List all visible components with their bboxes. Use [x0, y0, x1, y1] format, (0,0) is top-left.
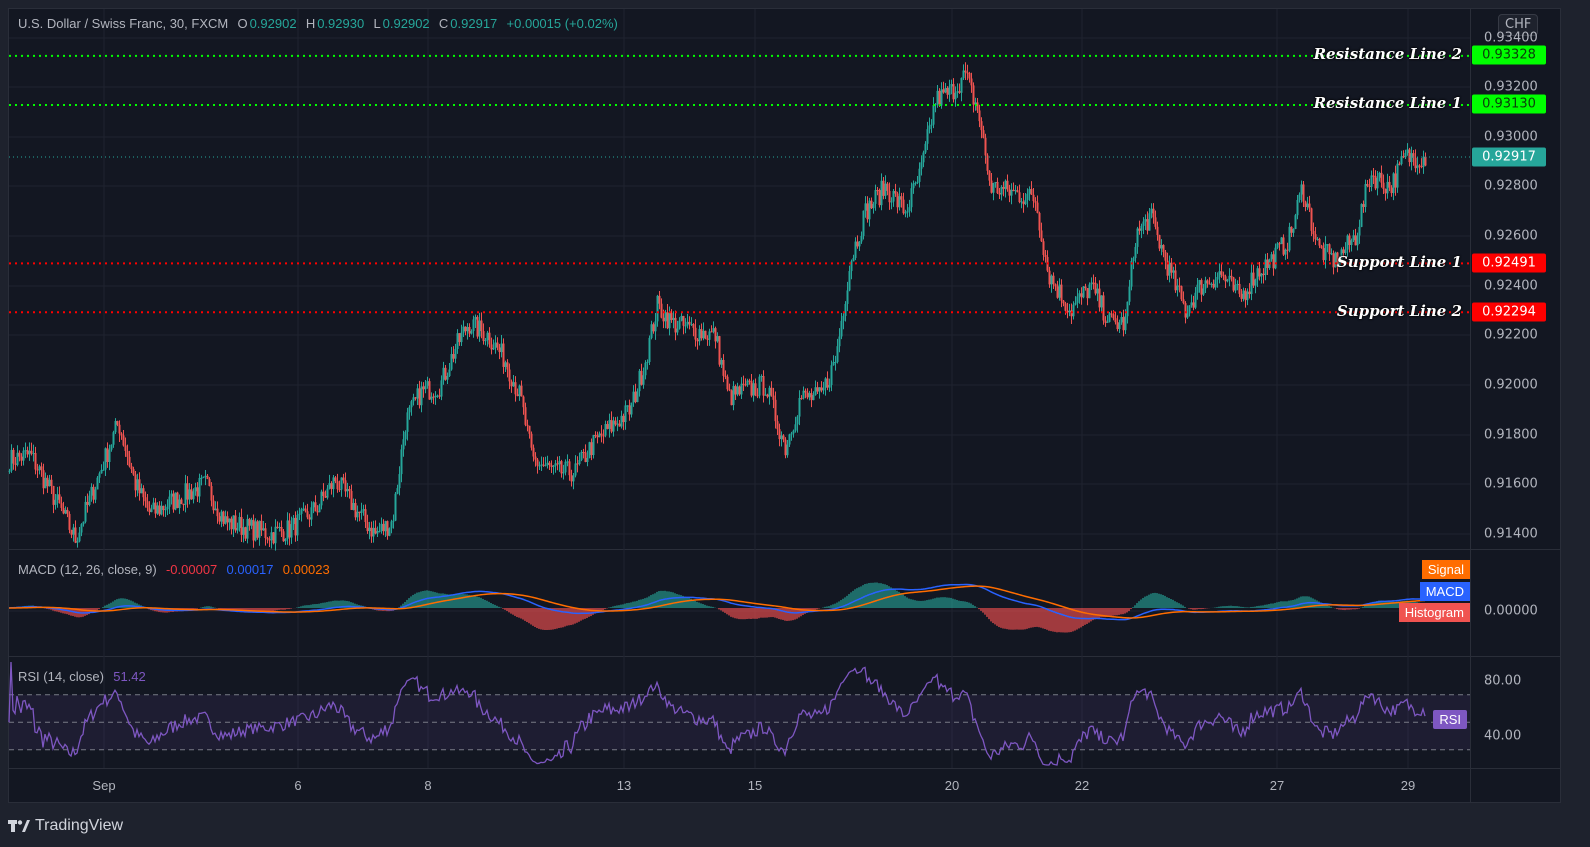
time-tick: 29: [1400, 778, 1416, 793]
time-tick: 6: [294, 778, 302, 793]
price-tick: 0.91800: [1484, 427, 1538, 443]
symbol-legend: U.S. Dollar / Swiss Franc, 30, FXCM O 0.9…: [18, 16, 620, 31]
time-tick: Sep: [92, 778, 116, 793]
low-label: L: [373, 16, 381, 31]
macd-signal-value: 0.00023: [282, 562, 330, 577]
time-tick: 13: [616, 778, 632, 793]
macd-histogram-value: -0.00007: [165, 562, 218, 577]
time-tick: 27: [1269, 778, 1285, 793]
price-tick: 0.93200: [1484, 79, 1538, 95]
change-value: +0.00015 (+0.02%): [506, 16, 618, 31]
open-value: 0.92902: [249, 16, 297, 31]
price-tick: 0.92200: [1484, 327, 1538, 343]
rsi-axis-tick: 80.00: [1484, 673, 1522, 689]
time-tick: 22: [1074, 778, 1090, 793]
close-value: 0.92917: [450, 16, 498, 31]
macd-pane-separator[interactable]: [8, 549, 1561, 550]
price-tick: 0.93000: [1484, 129, 1538, 145]
rsi-axis-tick: 40.00: [1484, 728, 1522, 744]
rsi-pane-separator[interactable]: [8, 656, 1561, 657]
time-tick: 15: [747, 778, 763, 793]
support-line-2-label[interactable]: Support Line 2: [1336, 302, 1462, 320]
high-label: H: [305, 16, 316, 31]
support-line-2-price: 0.92294: [1472, 302, 1546, 322]
resistance-line-2-price: 0.93328: [1472, 45, 1546, 65]
rsi-title: RSI (14, close): [18, 669, 104, 684]
symbol-title[interactable]: U.S. Dollar / Swiss Franc, 30, FXCM: [18, 16, 229, 31]
resistance-line-2-label[interactable]: Resistance Line 2: [1313, 45, 1462, 63]
time-axis-separator: [8, 768, 1561, 769]
support-line-1-label[interactable]: Support Line 1: [1336, 253, 1462, 271]
macd-legend[interactable]: MACD (12, 26, close, 9) -0.00007 0.00017…: [18, 562, 332, 577]
resistance-line-1-price: 0.93130: [1472, 94, 1546, 114]
support-line-1-price: 0.92491: [1472, 253, 1546, 273]
macd-line-value: 0.00017: [226, 562, 274, 577]
rsi-value: 51.42: [113, 669, 146, 684]
price-tick: 0.93400: [1484, 30, 1538, 46]
tradingview-brand: TradingView: [35, 817, 124, 834]
signal-tag: Signal: [1421, 560, 1470, 579]
time-tick: 8: [424, 778, 432, 793]
resistance-line-1-label[interactable]: Resistance Line 1: [1313, 94, 1462, 112]
tradingview-icon: [8, 820, 30, 832]
macd-axis-tick: 0.00000: [1484, 603, 1538, 619]
chart-frame: [8, 8, 1561, 803]
price-tick: 0.92000: [1484, 377, 1538, 393]
high-value: 0.92930: [317, 16, 365, 31]
price-tick: 0.92600: [1484, 228, 1538, 244]
macd-title: MACD (12, 26, close, 9): [18, 562, 157, 577]
price-tick: 0.92400: [1484, 278, 1538, 294]
currency-button[interactable]: CHF: [1498, 14, 1539, 36]
price-tick: 0.91600: [1484, 476, 1538, 492]
current-price-label: 0.92917: [1472, 147, 1546, 167]
price-axis-separator: [1470, 8, 1471, 803]
low-value: 0.92902: [382, 16, 430, 31]
rsi-legend[interactable]: RSI (14, close) 51.42: [18, 669, 148, 684]
macd-tag: MACD: [1419, 582, 1470, 601]
price-tick: 0.91400: [1484, 526, 1538, 542]
tradingview-logo[interactable]: TradingView: [8, 817, 123, 835]
time-tick: 20: [944, 778, 960, 793]
histogram-tag: Histogram: [1398, 603, 1470, 622]
rsi-tag: RSI: [1433, 710, 1467, 729]
price-tick: 0.92800: [1484, 178, 1538, 194]
open-label: O: [237, 16, 248, 31]
close-label: C: [438, 16, 449, 31]
